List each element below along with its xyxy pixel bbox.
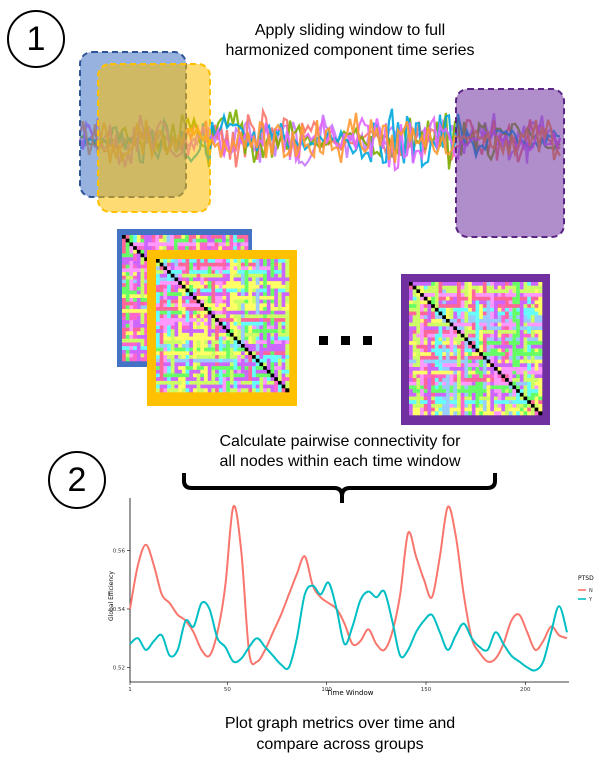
connectivity-matrix-purple bbox=[401, 274, 550, 425]
x-tick-label: 200 bbox=[520, 687, 531, 693]
connectivity-matrix-yellow bbox=[147, 250, 297, 406]
x-tick-label: 1 bbox=[128, 687, 132, 693]
curly-brace bbox=[182, 473, 497, 503]
x-tick-label: 100 bbox=[321, 687, 332, 693]
step-2-badge: 2 bbox=[48, 451, 106, 509]
bottom-caption-line-2: compare across groups bbox=[256, 736, 424, 753]
bottom-caption-line-1: Plot graph metrics over time and bbox=[224, 715, 456, 732]
legend-title: PTSD bbox=[578, 575, 594, 582]
sliding-window-yellow bbox=[97, 63, 211, 213]
legend-label-N: N bbox=[589, 588, 593, 594]
series-line-Y bbox=[129, 581, 568, 672]
x-tick-label: 50 bbox=[224, 687, 231, 693]
legend-label-Y: Y bbox=[588, 597, 593, 603]
sliding-window-purple bbox=[455, 88, 565, 238]
ellipsis-icon bbox=[319, 336, 372, 345]
step-1-badge: 1 bbox=[7, 10, 65, 68]
step-2-caption-line-1: Calculate pairwise connectivity for bbox=[219, 433, 461, 450]
y-tick-label: 0.56 bbox=[113, 549, 126, 555]
step-2-caption-line-2: all nodes within each time window bbox=[219, 453, 461, 470]
x-axis-label: Time Window bbox=[326, 689, 374, 697]
x-tick-label: 150 bbox=[421, 687, 432, 693]
series-line-N bbox=[129, 504, 568, 666]
step-1-caption-line-1: Apply sliding window to full bbox=[254, 22, 446, 39]
y-tick-label: 0.52 bbox=[113, 665, 125, 671]
step-1-caption-line-2: harmonized component time series bbox=[225, 42, 475, 59]
y-axis-label: Global Efficiency bbox=[108, 571, 115, 621]
y-tick-label: 0.54 bbox=[113, 607, 126, 613]
